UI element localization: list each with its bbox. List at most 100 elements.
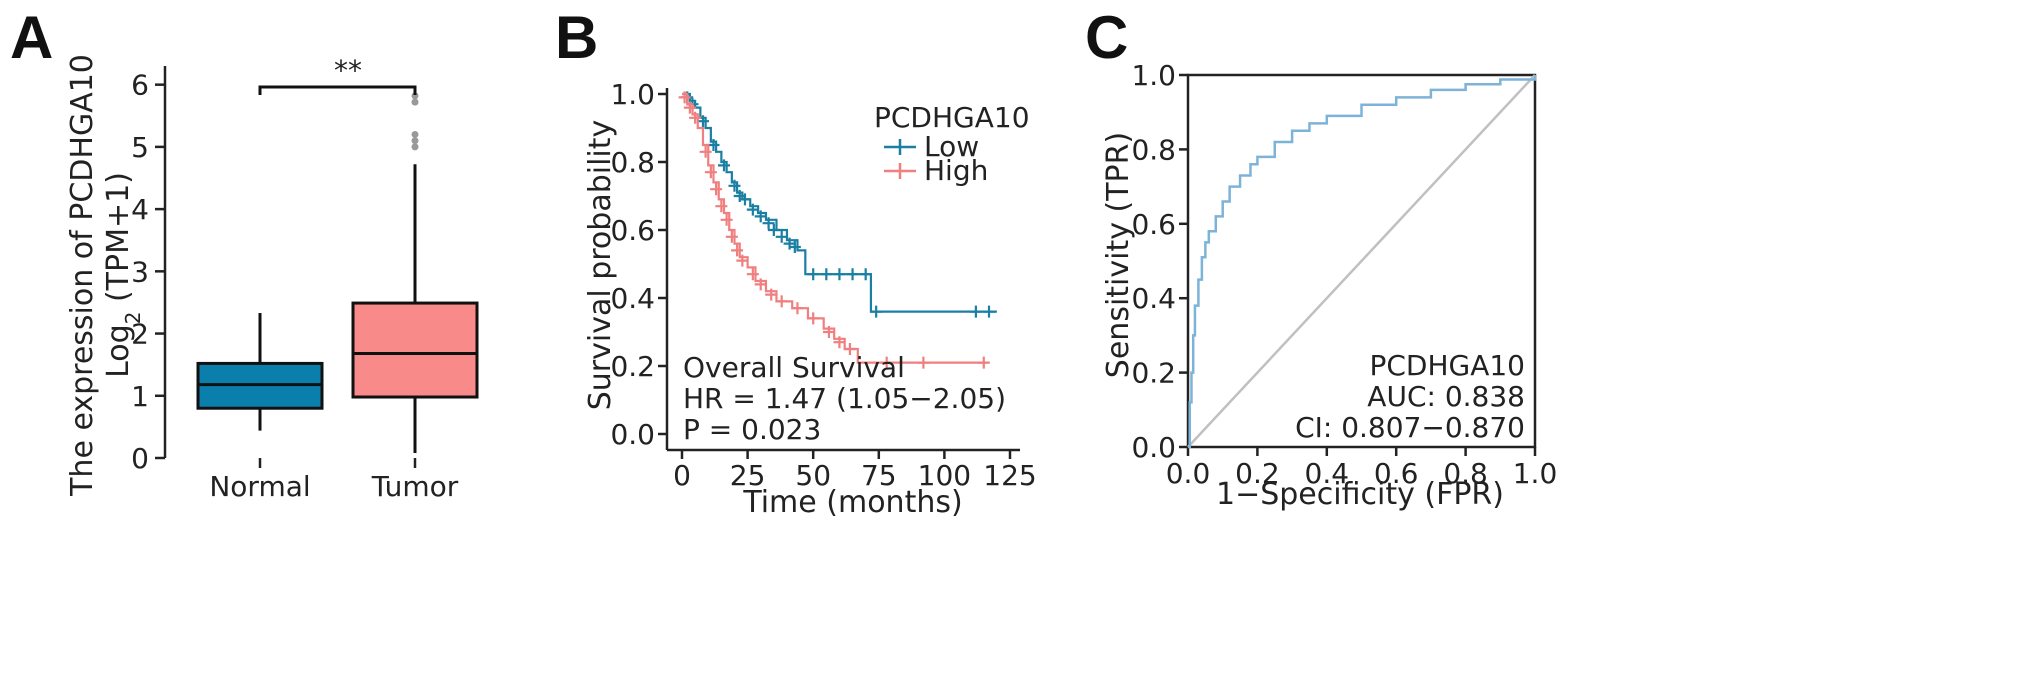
roc-annotation-auc: AUC: 0.838: [1367, 380, 1525, 413]
survival-censor-mark: [699, 145, 712, 158]
significance-label: **: [334, 54, 362, 87]
box-plot-axes: 0 1 2 3 4 5 6 Normal Tumor: [131, 66, 479, 503]
survival-censor-mark: [775, 295, 788, 308]
survival-censor-mark: [791, 302, 804, 315]
survival-y-tick-label: 0.8: [610, 146, 655, 179]
survival-panel: 0.0 0.2 0.4 0.6 0.8 1.0 0 25 50 75 100 125 Survival…: [583, 78, 1037, 520]
survival-x-tick-label: 50: [795, 459, 831, 492]
survival-axes: 0.0 0.2 0.4 0.6 0.8 1.0 0 25 50 75 100 125: [610, 78, 1036, 492]
roc-y-tick-label: 0.6: [1131, 208, 1176, 241]
survival-censor-mark: [725, 230, 738, 243]
box-tumor: [351, 301, 479, 399]
survival-censor-mark: [754, 278, 767, 291]
box-y-tick-label: 4: [131, 193, 149, 226]
survival-censor-mark: [846, 268, 859, 281]
survival-legend-low-label: Low: [924, 130, 979, 163]
survival-censor-mark: [696, 115, 709, 128]
survival-y-tick-label: 0.2: [610, 350, 655, 383]
survival-x-tick-label: 125: [983, 459, 1036, 492]
box-y-title-line1: The expression of PCDHGA10: [65, 54, 100, 497]
survival-censor-mark: [859, 268, 872, 281]
roc-x-tick-label: 1.0: [1513, 457, 1558, 490]
survival-censor-mark: [704, 166, 717, 179]
survival-censor-mark: [822, 326, 835, 338]
survival-y-tick-label: 0.0: [610, 418, 655, 451]
box-outlier: [411, 98, 419, 106]
roc-x-tick-label: 0.4: [1305, 457, 1350, 490]
survival-censor-mark: [977, 356, 990, 369]
box-y-tick-label: 5: [131, 131, 149, 164]
roc-axes: 0.0 0.2 0.4 0.6 0.8 1.0 0.0 0.2 0.4 0.6 0.8 1.0: [1131, 59, 1557, 490]
box-outlier: [411, 130, 419, 138]
box-x-tick-label: Tumor: [371, 470, 459, 503]
survival-censor-mark: [807, 312, 820, 325]
roc-curve: [1188, 75, 1537, 449]
survival-censor-mark: [678, 91, 691, 104]
box-y-tick-label: 2: [131, 318, 149, 351]
survival-legend-key-low: [884, 139, 916, 155]
survival-censor-mark: [788, 241, 801, 253]
roc-y-tick-label: 1.0: [1131, 59, 1176, 92]
survival-censor-mark: [870, 305, 883, 318]
survival-censor-mark: [731, 244, 744, 257]
roc-panel: 0.0 0.2 0.4 0.6 0.8 1.0 0.0 0.2 0.4 0.6 0.8 1.0 Sen…: [1101, 59, 1557, 512]
survival-y-title: Survival probability: [583, 120, 618, 411]
survival-x-tick-label: 75: [861, 459, 897, 492]
box-outlier: [411, 143, 419, 151]
survival-x-tick-label: 100: [918, 459, 971, 492]
roc-x-tick-label: 0.0: [1166, 457, 1211, 490]
survival-y-tick-label: 1.0: [610, 78, 655, 111]
survival-censor-mark: [754, 210, 767, 223]
survival-censor-mark: [746, 203, 759, 216]
roc-y-title: Sensitivity (TPR): [1101, 132, 1136, 378]
significance-bracket: [258, 85, 417, 95]
box-y-tick-label: 3: [131, 255, 149, 288]
survival-censor-mark: [746, 268, 759, 281]
survival-censor-mark: [767, 224, 780, 236]
survival-legend-title: PCDHGA10: [874, 101, 1030, 134]
survival-censor-mark: [738, 193, 751, 206]
survival-censor-mark: [983, 305, 996, 318]
survival-censor-mark: [880, 356, 893, 369]
survival-censor-mark: [689, 111, 702, 124]
box-x-tick-label: Normal: [209, 470, 310, 503]
survival-x-title: Time (months): [742, 485, 962, 520]
survival-legend-key-high: [884, 163, 916, 179]
box-outlier: [411, 137, 419, 145]
roc-x-tick-label: 0.2: [1235, 457, 1280, 490]
roc-x-tick-label: 0.6: [1374, 457, 1419, 490]
survival-y-tick-label: 0.4: [610, 282, 655, 315]
roc-x-tick-label: 0.8: [1443, 457, 1488, 490]
box-y-tick-label: 1: [131, 380, 149, 413]
survival-annotation-p: P = 0.023: [683, 413, 821, 446]
roc-annotation-gene: PCDHGA10: [1369, 349, 1525, 382]
survival-annotation-hr: HR = 1.47 (1.05−2.05): [683, 382, 1006, 415]
survival-x-tick-label: 0: [673, 459, 691, 492]
survival-censor-mark: [707, 139, 720, 151]
box-y-tick-label: 0: [131, 442, 149, 475]
roc-y-tick-label: 0.0: [1131, 431, 1176, 464]
survival-censor-mark: [833, 268, 846, 281]
panel-letter-c: C: [1085, 4, 1128, 71]
box-plot-panel: 0 1 2 3 4 5 6 Normal Tumor The expression of PCD…: [65, 54, 479, 503]
survival-censor-mark: [969, 305, 982, 318]
survival-censor-mark: [820, 268, 833, 281]
box-outlier: [411, 92, 419, 100]
survival-y-tick-label: 0.6: [610, 214, 655, 247]
survival-censor-mark: [775, 230, 788, 243]
survival-x-tick-label: 25: [730, 459, 766, 492]
survival-censor-mark: [765, 288, 778, 301]
roc-diagonal: [1187, 74, 1536, 448]
survival-censor-mark: [762, 217, 775, 230]
survival-censor-mark: [710, 183, 723, 196]
panel-letter-a: A: [10, 4, 53, 71]
survival-censor-mark: [833, 336, 846, 349]
survival-legend-high-label: High: [924, 154, 988, 187]
survival-censor-mark: [717, 159, 730, 172]
survival-censor-mark: [843, 343, 856, 355]
survival-censor-mark: [728, 179, 741, 192]
roc-annotation-ci: CI: 0.807−0.870: [1295, 411, 1525, 444]
roc-y-tick-label: 0.8: [1131, 133, 1176, 166]
box-y-tick-label: 6: [131, 69, 149, 102]
box-y-title-line2: Log2 (TPM+1): [101, 172, 145, 378]
